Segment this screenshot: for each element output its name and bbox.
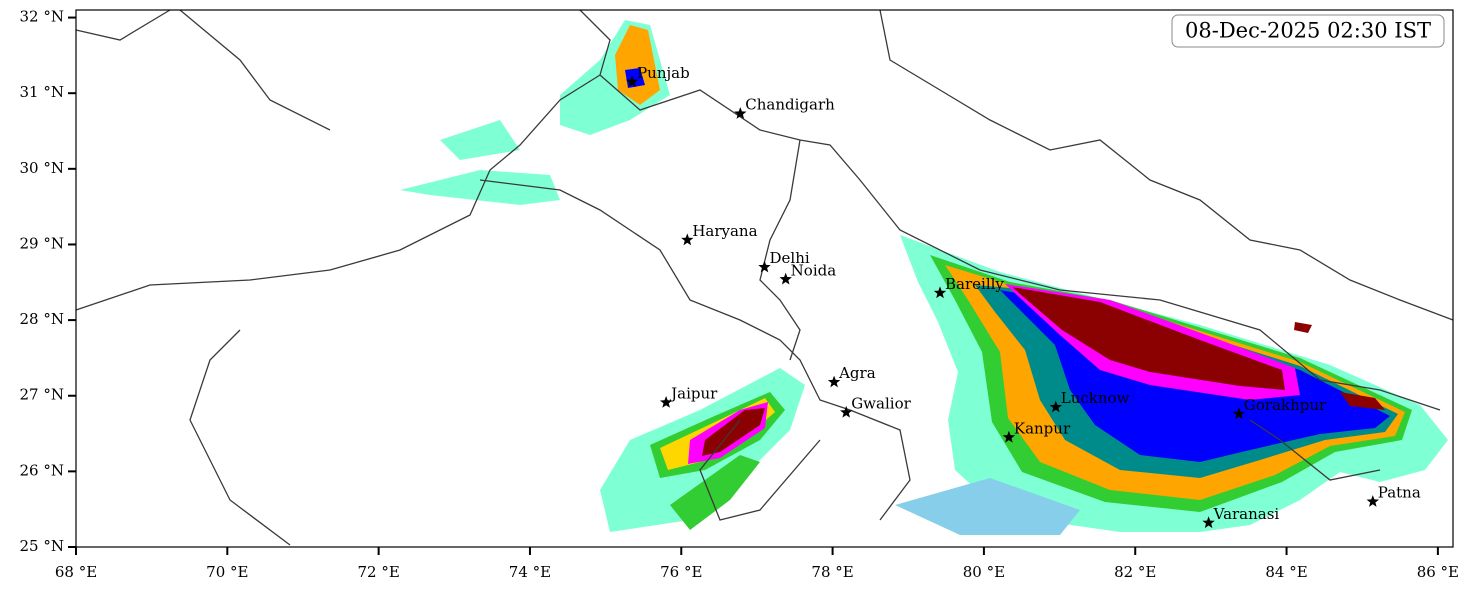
y-tick-label: 30 °N [20,159,64,177]
city-label: Varanasi [1213,505,1280,523]
city-label: Gwalior [851,394,911,412]
timestamp-box [1171,14,1445,48]
city-label: Haryana [692,222,757,240]
plot-frame [75,9,1454,548]
city-marker [1202,516,1215,529]
city-label: Chandigarh [745,96,835,114]
city-marker [625,75,639,88]
city-label: Lucknow [1061,389,1130,407]
y-tick-label: 31 °N [20,83,64,101]
y-tick-label: 26 °N [20,461,64,479]
city-marker [1232,407,1246,420]
rainfall-layer [400,20,1448,535]
y-tick-label: 32 °N [20,8,64,26]
city-marker [681,233,694,246]
city-label: Delhi [770,249,810,267]
city-label: Jaipur [669,385,718,403]
y-tick-label: 25 °N [20,537,64,555]
timestamp: 08-Dec-2025 02:30 IST [1185,19,1431,43]
city-marker [734,107,747,119]
x-tick-label: 84 °E [1265,563,1307,581]
city-marker [1049,400,1062,413]
y-tick-label: 27 °N [20,386,64,404]
x-tick-label: 78 °E [811,563,853,581]
x-tick-label: 72 °E [357,563,399,581]
y-tick-label: 28 °N [20,310,64,328]
city-label: Bareilly [945,275,1004,293]
x-tick-label: 68 °E [55,563,97,581]
city-label: Gorakhpur [1244,396,1327,414]
x-tick-label: 80 °E [963,563,1005,581]
city-label: Agra [838,364,876,382]
x-tick-label: 76 °E [660,563,702,581]
x-tick-label: 74 °E [509,563,551,581]
y-tick-label: 29 °N [20,234,64,252]
city-marker [933,286,947,299]
city-marker [1002,430,1016,443]
city-marker [660,396,673,408]
x-tick-label: 82 °E [1114,563,1156,581]
city-marker [840,405,853,418]
borders [75,9,1454,546]
city-label: Kanpur [1014,419,1071,437]
x-tick-label: 70 °E [206,563,248,581]
city-marker [779,272,792,285]
city-marker [1366,495,1379,507]
city-marker [758,260,771,273]
x-tick-label: 86 °E [1417,563,1459,581]
city-label: Punjab [637,64,690,82]
city-label: Patna [1378,484,1421,502]
city-marker [827,375,841,388]
city-label: Noida [791,261,837,279]
